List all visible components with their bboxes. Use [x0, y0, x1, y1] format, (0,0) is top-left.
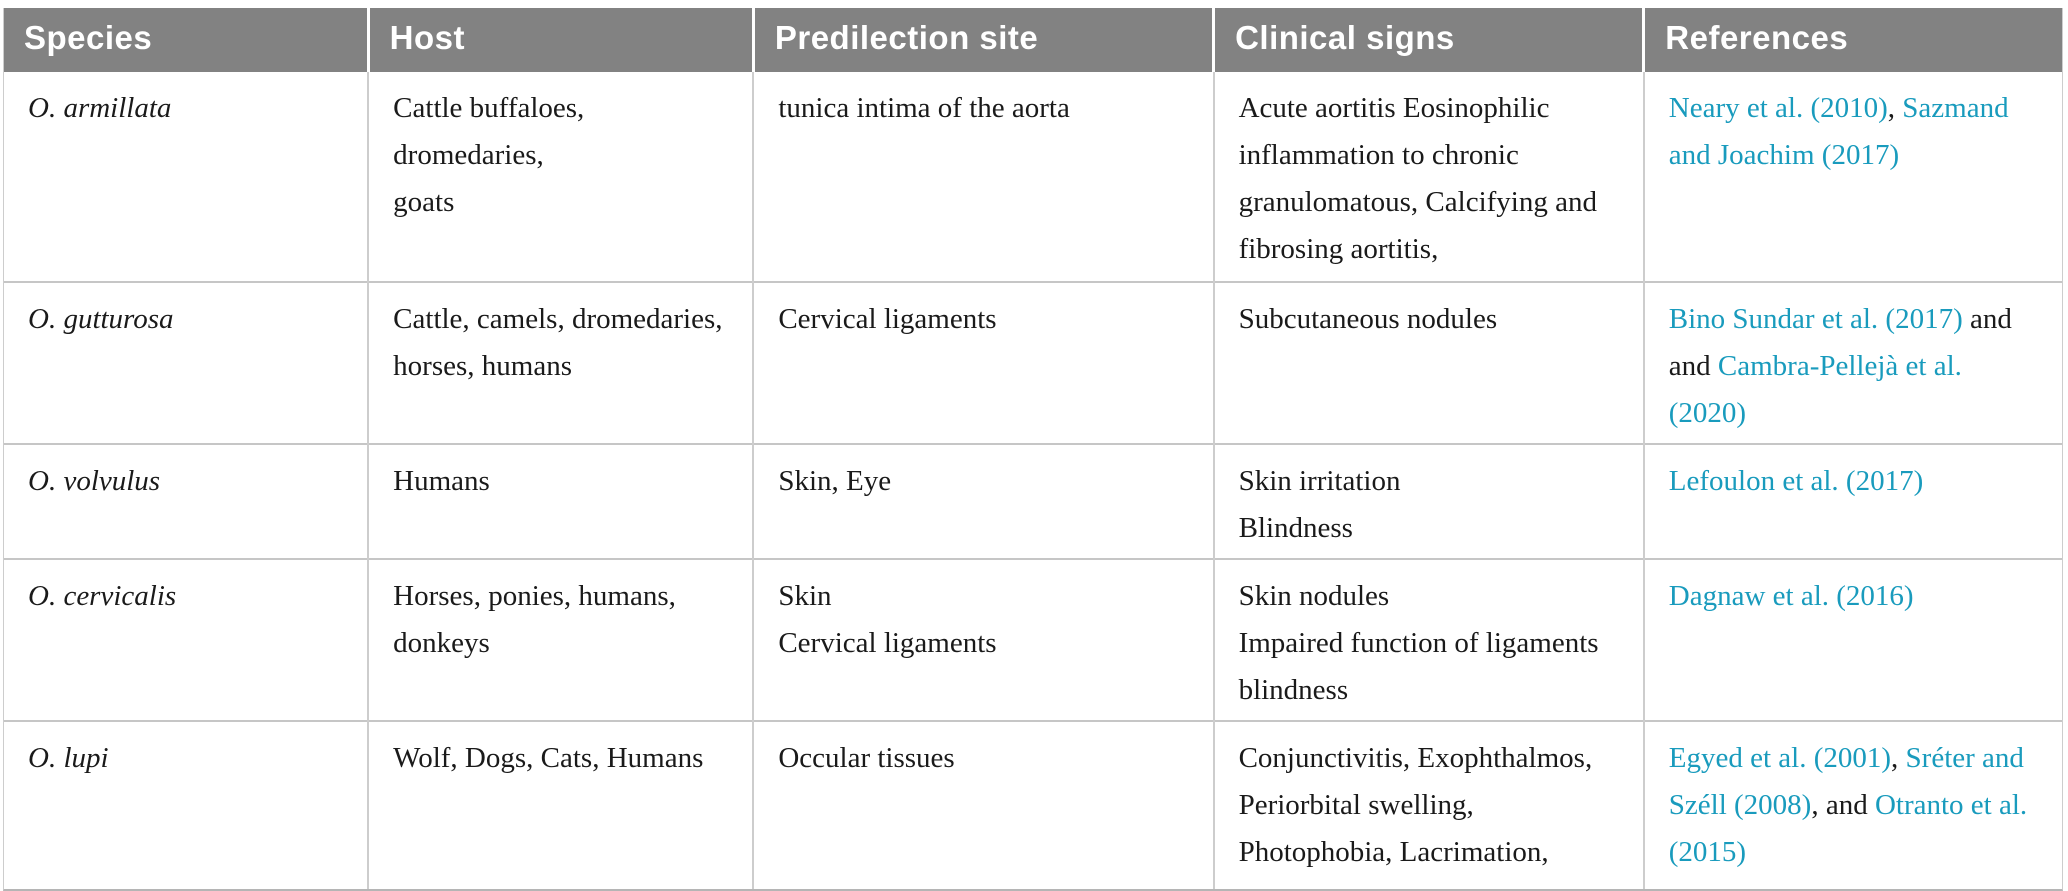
- table-row: O. cervicalis Horses, ponies, humans, don…: [4, 558, 2062, 721]
- cell-host: Cattle, camels, dromedaries, horses, hum…: [367, 281, 754, 444]
- reference-link[interactable]: Neary et al. (2010): [1668, 92, 1888, 124]
- cell-clinical-signs: Skin nodules Impaired function of ligame…: [1212, 558, 1644, 721]
- cell-references: Dagnaw et al. (2016): [1642, 558, 2062, 721]
- onchocerca-species-table: Species Host Predilection site Clinical …: [3, 8, 2063, 891]
- cell-predilection-site: Occular tissues: [752, 720, 1214, 889]
- reference-separator-text: and and: [1668, 303, 2012, 382]
- reference-link[interactable]: Sazmand and Joachim (2017): [1668, 92, 2009, 171]
- cell-references: Lefoulon et al. (2017): [1642, 443, 2062, 559]
- cell-species: O. cervicalis: [4, 558, 369, 721]
- cell-references: Bino Sundar et al. (2017) and and Cambra…: [1642, 281, 2062, 444]
- table-row: O. armillata Cattle buffaloes, dromedarie…: [4, 72, 2062, 282]
- reference-separator-text: ,: [1887, 92, 1903, 124]
- column-header-predilection-site: Predilection site: [751, 8, 1214, 72]
- species-table: Species Host Predilection site Clinical …: [4, 8, 2062, 889]
- cell-host: Wolf, Dogs, Cats, Humans: [367, 720, 754, 889]
- cell-host: Horses, ponies, humans, donkeys: [367, 558, 754, 721]
- reference-link[interactable]: Lefoulon et al. (2017): [1668, 465, 1924, 497]
- reference-separator-text: ,: [1891, 742, 1906, 774]
- column-header-clinical-signs: Clinical signs: [1212, 8, 1644, 72]
- table-body: O. armillata Cattle buffaloes, dromedarie…: [4, 72, 2062, 889]
- cell-references: Egyed et al. (2001), Sréter and Széll (2…: [1642, 720, 2062, 889]
- cell-species: O. lupi: [4, 720, 369, 889]
- table-row: O. volvulus Humans Skin, Eye Skin irritatio…: [4, 443, 2062, 559]
- cell-predilection-site: tunica intima of the aorta: [752, 72, 1214, 282]
- cell-species: O. gutturosa: [4, 281, 369, 444]
- cell-clinical-signs: Subcutaneous nodules: [1212, 281, 1644, 444]
- cell-clinical-signs: Skin irritation Blindness: [1212, 443, 1644, 559]
- table-row: O. lupi Wolf, Dogs, Cats, Humans Occular t…: [4, 720, 2062, 889]
- reference-link[interactable]: Sréter and Széll (2008): [1668, 742, 2024, 821]
- cell-predilection-site: Cervical ligaments: [752, 281, 1214, 444]
- reference-link[interactable]: Egyed et al. (2001): [1668, 742, 1892, 774]
- cell-clinical-signs: Acute aortitis Eosinophilic inflammation…: [1212, 72, 1644, 282]
- cell-species: O. armillata: [28, 92, 172, 124]
- cell-species: O. volvulus: [4, 443, 369, 559]
- reference-separator-text: , and: [1811, 789, 1875, 821]
- column-header-references: References: [1642, 8, 2062, 72]
- table-row: O. gutturosa Cattle, camels, dromedaries,…: [4, 281, 2062, 444]
- cell-predilection-site: Skin, Eye: [752, 443, 1214, 559]
- table-header-row: Species Host Predilection site Clinical …: [4, 8, 2062, 72]
- cell-references: Neary et al. (2010), Sazmand and Joachim…: [1642, 72, 2062, 282]
- column-header-host: Host: [366, 8, 754, 72]
- column-header-species: Species: [4, 8, 369, 72]
- reference-link[interactable]: Dagnaw et al. (2016): [1668, 580, 1914, 612]
- reference-link[interactable]: Cambra-Pellejà et al. (2020): [1668, 350, 1962, 429]
- cell-clinical-signs: Conjunctivitis, Exophthalmos, Periorbita…: [1212, 720, 1644, 889]
- reference-link[interactable]: Bino Sundar et al. (2017): [1668, 303, 1963, 335]
- cell-host: Humans: [367, 443, 754, 559]
- cell-predilection-site: Skin Cervical ligaments: [752, 558, 1214, 721]
- cell-host: Cattle buffaloes, dromedaries, goats: [367, 72, 754, 282]
